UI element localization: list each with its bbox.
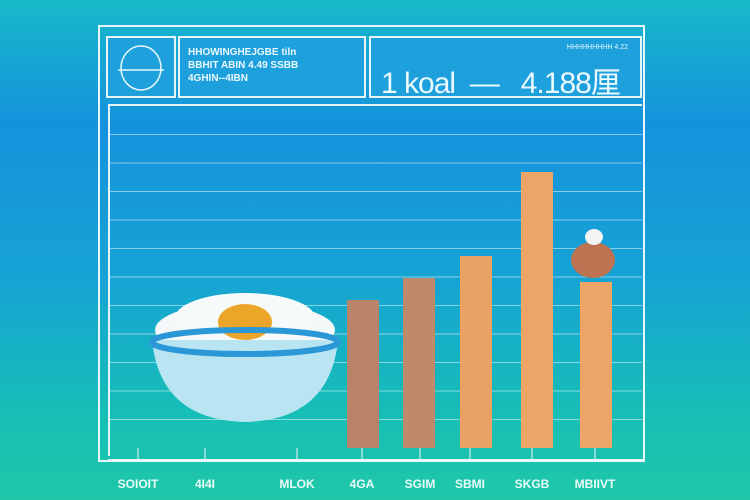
bowl-icon-panel (106, 36, 176, 98)
unit-left: 1 koal (381, 67, 456, 100)
x-tick-label: SKGB (514, 477, 550, 491)
x-tick-label: MBIIVT (574, 477, 616, 491)
kcal-note: HHHHHHHHH 4.22 (566, 44, 628, 51)
x-tick-label: SGIM (404, 477, 436, 491)
x-tick-label: 4I4I (194, 477, 216, 491)
rice-bowl-illustration (149, 293, 341, 422)
x-tick-label: MLOK (279, 477, 315, 491)
bar-SGIM (403, 278, 435, 448)
chart-area (108, 104, 642, 456)
info-line: BBHIT ABIN 4.49 SSBB (188, 60, 299, 71)
info-line: 4GHIN--4IBN (188, 73, 249, 84)
info-line: HHOWINGHEJGBE tiln (188, 47, 297, 58)
bowl-outline-icon (118, 45, 164, 91)
kcal-panel: HHHHHHHHH 4.22 1 koal — 4.188厘 (369, 36, 642, 100)
dash: — (469, 67, 500, 100)
x-tick-label: SOIOIT (117, 477, 159, 491)
unit-right: 4.188厘 (520, 67, 621, 100)
kcal-readout: 1 koal — 4.188厘 (381, 58, 621, 102)
x-tick-label: SBMI (455, 477, 485, 491)
bar-SKGB (521, 172, 553, 448)
bar-MBIIVT (580, 282, 612, 448)
cupcake-illustration (571, 229, 615, 278)
info-panel: HHOWINGHEJGBE tiln BBHIT ABIN 4.49 SSBB … (178, 36, 366, 98)
bar-SBMI (460, 256, 492, 448)
bar-4GA (347, 300, 379, 448)
x-tick-label: 4GA (349, 477, 375, 491)
